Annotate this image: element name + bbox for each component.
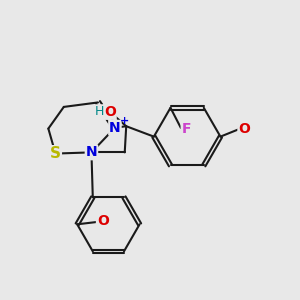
Text: H: H [95, 105, 104, 118]
Text: O: O [238, 122, 250, 136]
Text: S: S [50, 146, 61, 161]
Text: O: O [97, 214, 109, 228]
Text: F: F [182, 122, 191, 136]
Text: N: N [85, 146, 97, 159]
Text: O: O [104, 105, 116, 119]
Text: N: N [109, 121, 121, 135]
Text: +: + [120, 116, 129, 126]
